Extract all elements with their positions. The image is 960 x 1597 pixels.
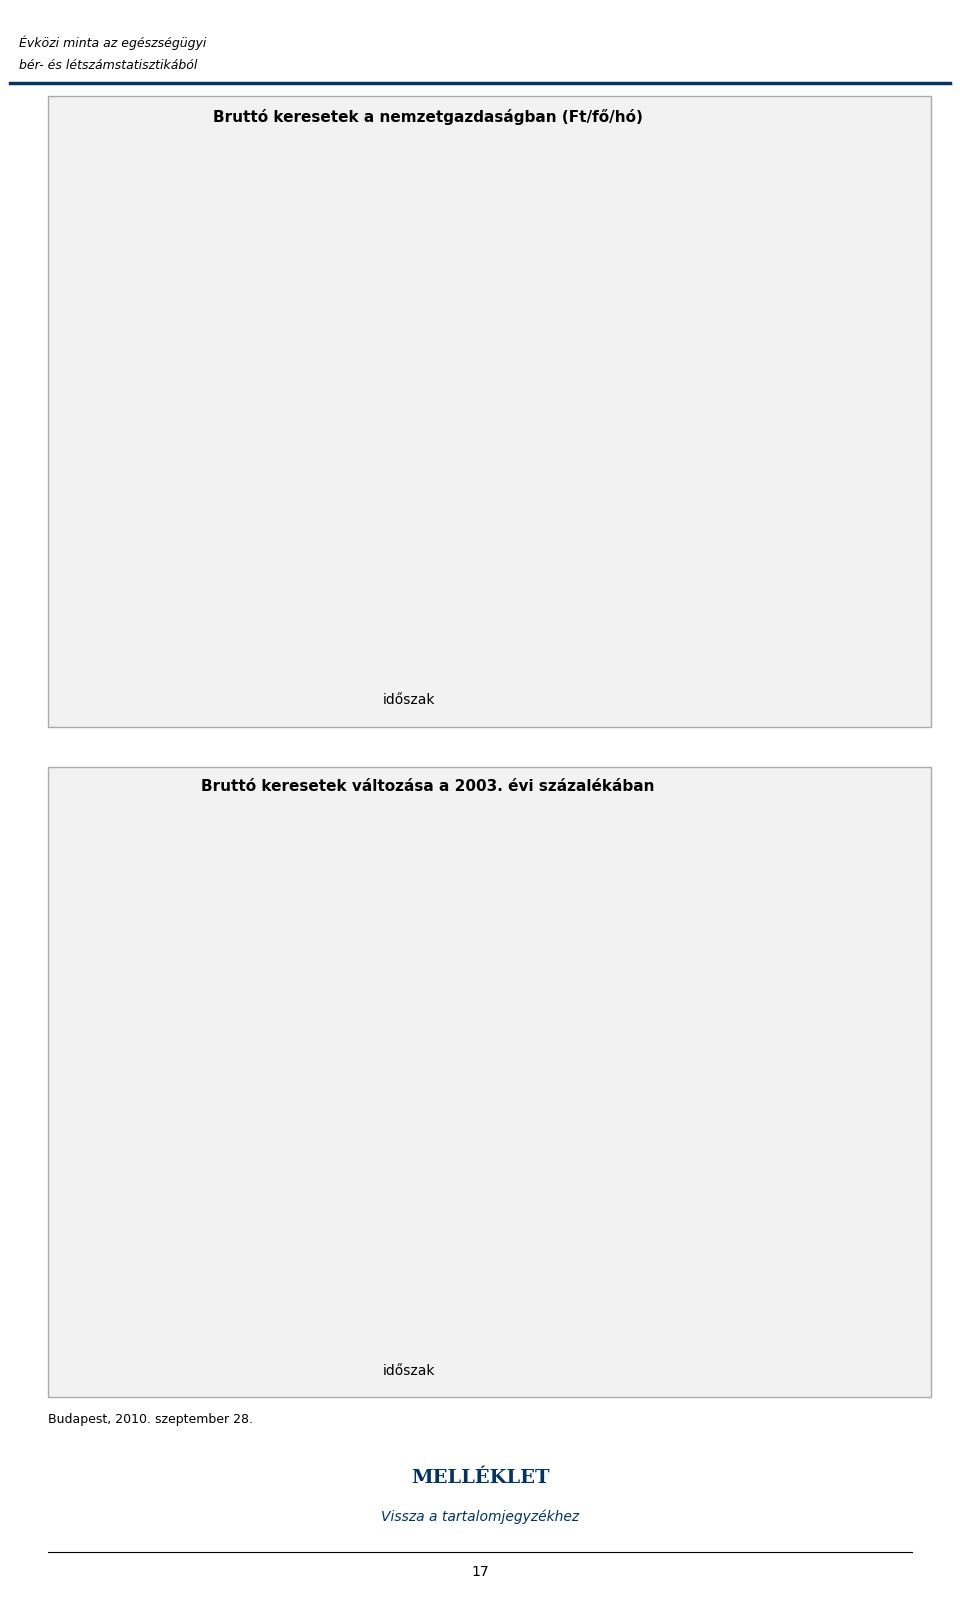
Y-axis label: bruttó kereset (Ft/fő/hó): bruttó kereset (Ft/fő/hó) xyxy=(73,337,83,470)
Text: időszak: időszak xyxy=(383,1364,435,1378)
Text: Évközi minta az egészségügyi: Évközi minta az egészségügyi xyxy=(19,35,206,50)
Legend: kórház,
szakrendelő
intézet, nemzetgazdaság, költségvetés: kórház, szakrendelő intézet, nemzetgazda… xyxy=(701,196,845,281)
Text: időszak: időszak xyxy=(383,693,435,707)
Text: Bruttó keresetek változása a 2003. évi százalékában: Bruttó keresetek változása a 2003. évi s… xyxy=(201,779,655,794)
Text: 17: 17 xyxy=(471,1565,489,1579)
Y-axis label: változás, 2003 = 100 %: változás, 2003 = 100 % xyxy=(87,1008,97,1140)
Text: Vissza a tartalomjegyzékhez: Vissza a tartalomjegyzékhez xyxy=(381,1509,579,1524)
Text: Budapest, 2010. szeptember 28.: Budapest, 2010. szeptember 28. xyxy=(48,1413,253,1426)
Text: MELLÉKLET: MELLÉKLET xyxy=(411,1469,549,1487)
Text: bér- és létszámstatisztikából: bér- és létszámstatisztikából xyxy=(19,59,198,72)
Legend: kórház, szakrendelő
intézet, nemzetgazdaság, költségvetés: kórház, szakrendelő intézet, nemzetgazda… xyxy=(701,867,861,939)
Text: Bruttó keresetek a nemzetgazdaságban (Ft/fő/hó): Bruttó keresetek a nemzetgazdaságban (Ft… xyxy=(213,109,642,125)
